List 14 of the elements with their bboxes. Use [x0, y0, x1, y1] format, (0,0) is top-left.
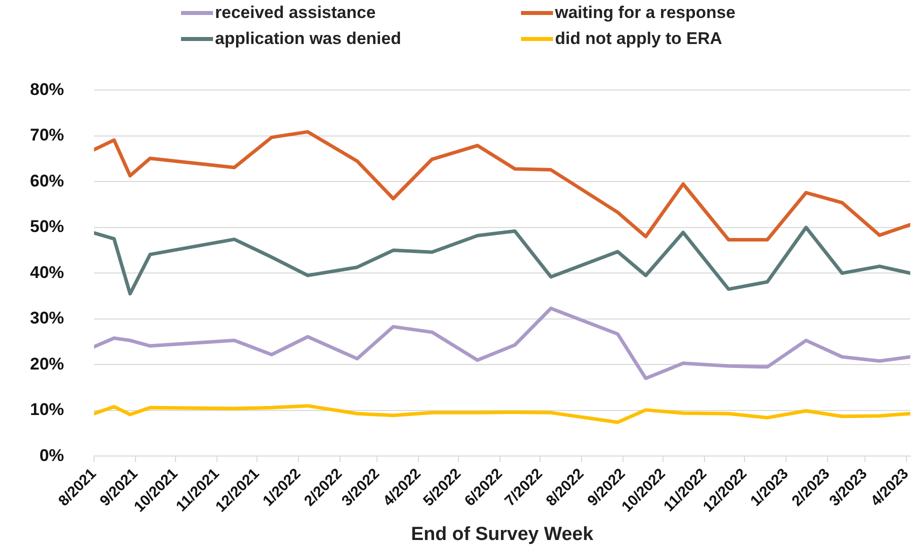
y-tick-label: 80% — [30, 80, 64, 99]
x-axis-title: End of Survey Week — [410, 524, 594, 545]
legend-label: did not apply to ERA — [555, 29, 722, 49]
y-tick-label: 30% — [30, 308, 64, 328]
y-tick-label: 10% — [30, 400, 64, 420]
legend-label: waiting for a response — [555, 3, 736, 23]
y-tick-label: 50% — [30, 217, 64, 236]
y-tick-label: 20% — [30, 354, 64, 374]
y-tick-label: 0% — [39, 446, 64, 465]
y-tick-label: 60% — [30, 171, 64, 190]
y-tick-label: 40% — [30, 262, 64, 282]
legend-label: application was denied — [215, 29, 402, 49]
legend-label: received assistance — [215, 3, 376, 23]
y-tick-label: 70% — [30, 126, 64, 145]
